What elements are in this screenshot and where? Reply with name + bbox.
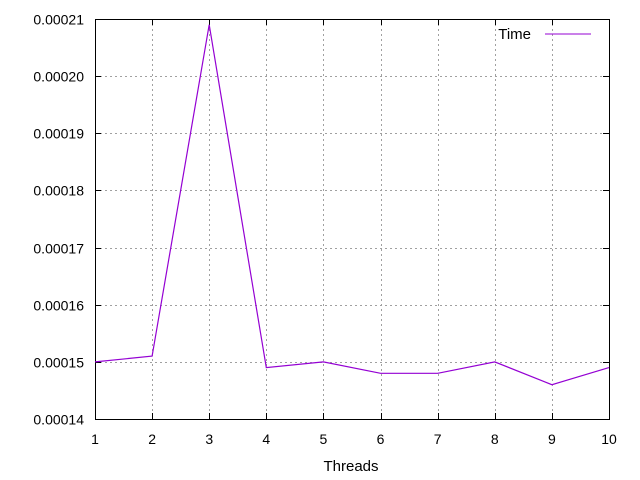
series-line-0 (94, 24, 610, 386)
y-tick-label: 0.00019 (33, 126, 84, 142)
plot-frame (95, 19, 610, 420)
grid-lines (95, 19, 609, 419)
y-tick-label: 0.00015 (33, 355, 84, 371)
data-point (436, 372, 439, 375)
data-point (608, 366, 611, 369)
x-axis-label: Threads (323, 458, 378, 475)
series-lines (94, 23, 611, 386)
axis-ticks (95, 19, 610, 420)
x-tick-label: 6 (377, 431, 385, 447)
y-tick-label: 0.00021 (33, 12, 84, 28)
y-tick-label: 0.00020 (33, 69, 84, 85)
x-tick-label: 2 (148, 431, 156, 447)
data-point (379, 372, 382, 375)
x-tick-label: 4 (262, 431, 270, 447)
y-tick-label: 0.00018 (33, 183, 84, 199)
y-tick-label: 0.00017 (33, 241, 84, 257)
y-tick-label: 0.00014 (33, 412, 84, 428)
data-point (493, 360, 496, 363)
legend-label-time: Time (498, 26, 531, 43)
x-tick-label: 1 (91, 431, 99, 447)
data-point (265, 366, 268, 369)
y-axis-tick-labels: 0.00014 0.00015 0.00016 0.00017 0.00018 0.000… (33, 12, 84, 428)
data-point (94, 360, 97, 363)
data-point (550, 383, 553, 386)
y-tick-label: 0.00016 (33, 298, 84, 314)
x-axis-tick-labels: 1 2 3 4 5 6 7 8 9 10 (91, 431, 617, 447)
data-point (322, 360, 325, 363)
x-tick-label: 8 (491, 431, 499, 447)
data-point (208, 23, 211, 26)
x-tick-label: 3 (205, 431, 213, 447)
legend: Time (498, 26, 591, 43)
x-tick-label: 7 (434, 431, 442, 447)
data-point (151, 355, 154, 358)
x-tick-label: 5 (320, 431, 328, 447)
x-tick-label: 9 (548, 431, 556, 447)
x-tick-label: 10 (601, 431, 617, 447)
